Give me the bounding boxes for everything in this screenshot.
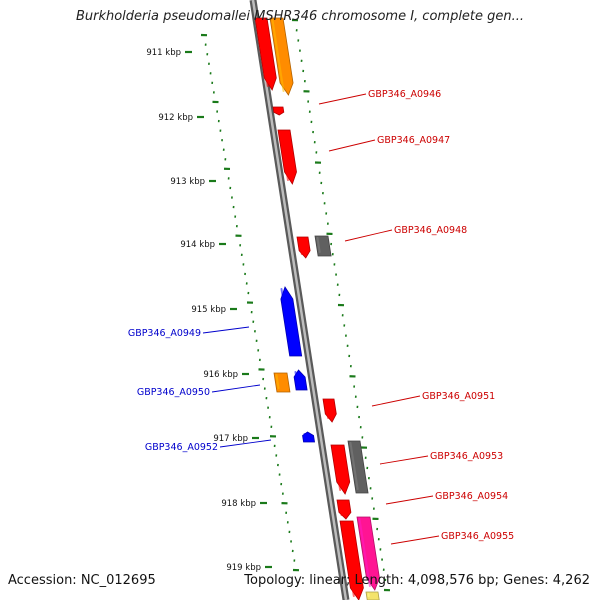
gene-label-leader (380, 456, 428, 464)
topology-text: Topology: linear; Length: 4,098,576 bp; … (244, 573, 590, 588)
gene-gray-a0948[interactable] (315, 236, 331, 256)
gene-label[interactable]: GBP346_A0946 (368, 89, 441, 100)
gene-orange-a0950[interactable] (274, 373, 290, 392)
gene-label[interactable]: GBP346_A0951 (422, 391, 495, 402)
gene-small-red-1[interactable] (273, 107, 284, 115)
chromosome-backbone (253, 0, 346, 600)
gene-red-a0954[interactable] (337, 500, 351, 519)
gene-label[interactable]: GBP346_A0950 (137, 387, 210, 398)
kbp-label: 915 kbp (191, 305, 226, 315)
gene-red-a0951[interactable] (323, 399, 336, 422)
gene-blue-a0952-shine (305, 434, 306, 438)
kbp-label: 917 kbp (213, 434, 248, 444)
kbp-label: 914 kbp (180, 240, 215, 250)
kbp-labels: 911 kbp 912 kbp 913 kbp 914 kbp 915 kbp 916 k… (146, 48, 272, 573)
gene-label-leader (212, 385, 260, 392)
gene-label[interactable]: GBP346_A0952 (145, 442, 218, 453)
chromosome-title: Burkholderia pseudomallei MSHR346 chromo… (0, 9, 600, 24)
gene-label-leader (203, 327, 249, 333)
gene-label[interactable]: GBP346_A0953 (430, 451, 503, 462)
gene-label[interactable]: GBP346_A0954 (435, 491, 508, 502)
kbp-label: 911 kbp (146, 48, 181, 58)
kbp-label: 912 kbp (158, 113, 193, 123)
gene-features (255, 18, 379, 600)
gene-label-leader (319, 94, 366, 104)
gene-label[interactable]: GBP346_A0947 (377, 135, 450, 146)
gene-label-leader (372, 396, 420, 406)
kbp-label: 913 kbp (170, 177, 205, 187)
gene-label-leader (329, 140, 375, 151)
gene-yellow-bottom[interactable] (366, 592, 379, 600)
gene-label-leader (345, 230, 392, 241)
gene-blue-a0952[interactable] (303, 432, 315, 442)
kbp-label: 918 kbp (221, 499, 256, 509)
accession-text: Accession: NC_012695 (8, 573, 156, 588)
backbone-highlight (253, 0, 346, 600)
gene-red-a0953[interactable] (331, 445, 350, 494)
gene-red-a0948[interactable] (297, 237, 310, 258)
kbp-label: 916 kbp (203, 370, 238, 380)
gene-blue-a0950[interactable] (294, 370, 307, 390)
gene-label[interactable]: GBP346_A0949 (128, 328, 201, 339)
gene-label[interactable]: GBP346_A0948 (394, 225, 467, 236)
kbp-label: 919 kbp (226, 563, 261, 573)
gene-labels: GBP346_A0946 GBP346_A0947 GBP346_A0948 GBP3… (128, 89, 514, 544)
gene-small-red-1-body (273, 107, 284, 115)
gene-label[interactable]: GBP346_A0955 (441, 531, 514, 542)
gene-label-leader (386, 496, 433, 504)
gene-label-leader (391, 536, 439, 544)
gene-gray-a0953[interactable] (348, 441, 368, 493)
